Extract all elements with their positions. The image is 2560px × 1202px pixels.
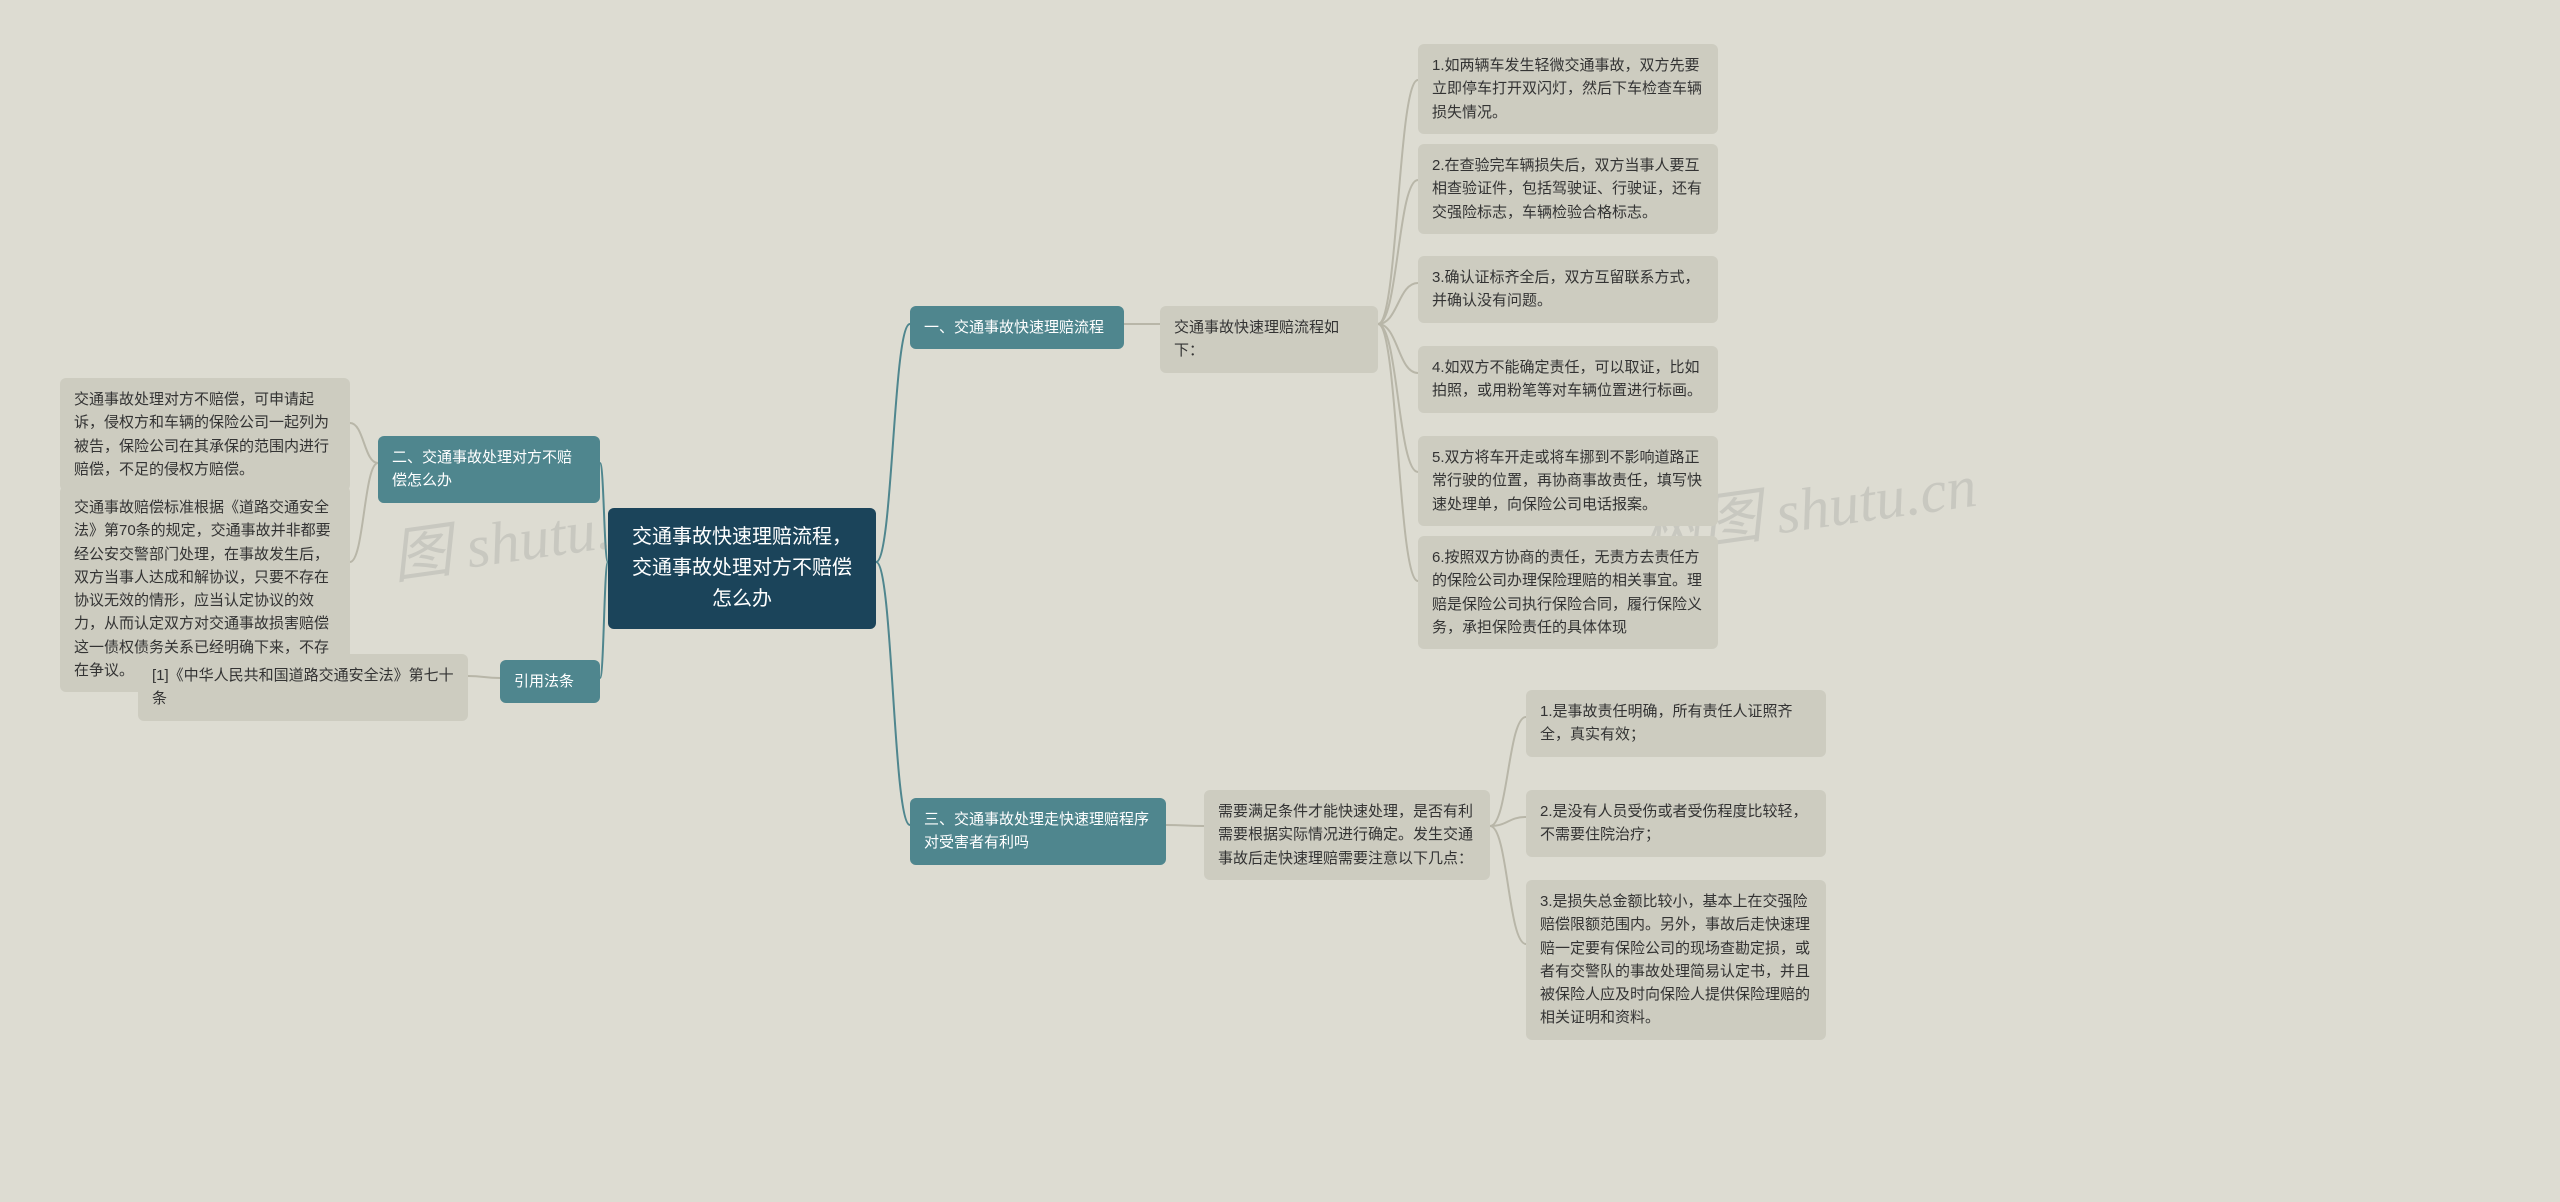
node-b1c6[interactable]: 6.按照双方协商的责任，无责方去责任方的保险公司办理保险理赔的相关事宜。理赔是保… <box>1418 536 1718 649</box>
node-b2[interactable]: 二、交通事故处理对方不赔偿怎么办 <box>378 436 600 503</box>
node-b3c1[interactable]: 1.是事故责任明确，所有责任人证照齐全，真实有效； <box>1526 690 1826 757</box>
node-text: [1]《中华人民共和国道路交通安全法》第七十条 <box>152 664 454 711</box>
node-text: 5.双方将车开走或将车挪到不影响道路正常行驶的位置，再协商事故责任，填写快速处理… <box>1432 446 1704 516</box>
node-text: 交通事故快速理赔流程，交通事故处理对方不赔偿怎么办 <box>626 522 858 615</box>
node-text: 二、交通事故处理对方不赔偿怎么办 <box>392 446 586 493</box>
node-b1c1[interactable]: 1.如两辆车发生轻微交通事故，双方先要立即停车打开双闪灯，然后下车检查车辆损失情… <box>1418 44 1718 134</box>
node-text: 6.按照双方协商的责任，无责方去责任方的保险公司办理保险理赔的相关事宜。理赔是保… <box>1432 546 1704 639</box>
mindmap-canvas: 图 shutu.cn树图 shutu.cn交通事故快速理赔流程，交通事故处理对方… <box>0 0 2560 1202</box>
node-text: 三、交通事故处理走快速理赔程序对受害者有利吗 <box>924 808 1152 855</box>
node-b3c3[interactable]: 3.是损失总金额比较小，基本上在交强险赔偿限额范围内。另外，事故后走快速理赔一定… <box>1526 880 1826 1040</box>
node-root[interactable]: 交通事故快速理赔流程，交通事故处理对方不赔偿怎么办 <box>608 508 876 629</box>
node-text: 2.在查验完车辆损失后，双方当事人要互相查验证件，包括驾驶证、行驶证，还有交强险… <box>1432 154 1704 224</box>
node-b1c4[interactable]: 4.如双方不能确定责任，可以取证，比如拍照，或用粉笔等对车辆位置进行标画。 <box>1418 346 1718 413</box>
node-text: 3.是损失总金额比较小，基本上在交强险赔偿限额范围内。另外，事故后走快速理赔一定… <box>1540 890 1812 1030</box>
node-text: 1.是事故责任明确，所有责任人证照齐全，真实有效； <box>1540 700 1812 747</box>
node-bref1[interactable]: [1]《中华人民共和国道路交通安全法》第七十条 <box>138 654 468 721</box>
node-b1[interactable]: 一、交通事故快速理赔流程 <box>910 306 1124 349</box>
node-b_ref[interactable]: 引用法条 <box>500 660 600 703</box>
node-b1c5[interactable]: 5.双方将车开走或将车挪到不影响道路正常行驶的位置，再协商事故责任，填写快速处理… <box>1418 436 1718 526</box>
node-text: 交通事故处理对方不赔偿，可申请起诉，侵权方和车辆的保险公司一起列为被告，保险公司… <box>74 388 336 481</box>
node-text: 交通事故快速理赔流程如下： <box>1174 316 1364 363</box>
node-text: 引用法条 <box>514 670 574 693</box>
node-b1m[interactable]: 交通事故快速理赔流程如下： <box>1160 306 1378 373</box>
node-text: 1.如两辆车发生轻微交通事故，双方先要立即停车打开双闪灯，然后下车检查车辆损失情… <box>1432 54 1704 124</box>
node-text: 一、交通事故快速理赔流程 <box>924 316 1104 339</box>
node-b3m[interactable]: 需要满足条件才能快速处理，是否有利需要根据实际情况进行确定。发生交通事故后走快速… <box>1204 790 1490 880</box>
node-text: 4.如双方不能确定责任，可以取证，比如拍照，或用粉笔等对车辆位置进行标画。 <box>1432 356 1704 403</box>
node-b3[interactable]: 三、交通事故处理走快速理赔程序对受害者有利吗 <box>910 798 1166 865</box>
node-b1c2[interactable]: 2.在查验完车辆损失后，双方当事人要互相查验证件，包括驾驶证、行驶证，还有交强险… <box>1418 144 1718 234</box>
node-b1c3[interactable]: 3.确认证标齐全后，双方互留联系方式，并确认没有问题。 <box>1418 256 1718 323</box>
node-text: 2.是没有人员受伤或者受伤程度比较轻，不需要住院治疗； <box>1540 800 1812 847</box>
node-b2c1[interactable]: 交通事故处理对方不赔偿，可申请起诉，侵权方和车辆的保险公司一起列为被告，保险公司… <box>60 378 350 491</box>
connector-layer <box>0 0 2560 1202</box>
node-text: 需要满足条件才能快速处理，是否有利需要根据实际情况进行确定。发生交通事故后走快速… <box>1218 800 1476 870</box>
node-text: 3.确认证标齐全后，双方互留联系方式，并确认没有问题。 <box>1432 266 1704 313</box>
node-b3c2[interactable]: 2.是没有人员受伤或者受伤程度比较轻，不需要住院治疗； <box>1526 790 1826 857</box>
